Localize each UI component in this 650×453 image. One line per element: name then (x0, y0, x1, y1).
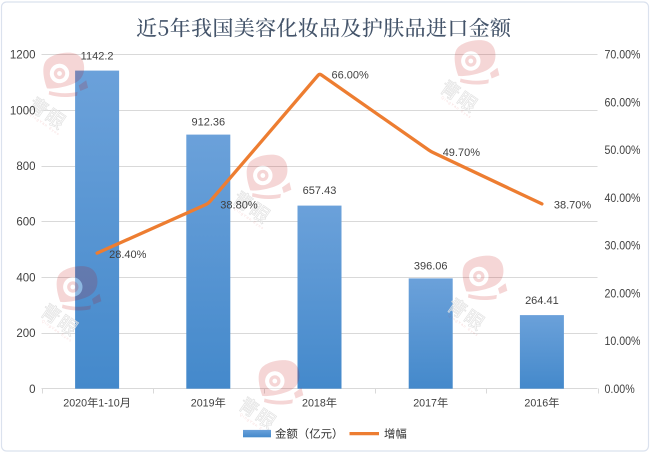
svg-text:20.00%: 20.00% (605, 288, 641, 300)
svg-text:2017: 2017 (413, 398, 437, 410)
svg-text:38.70%: 38.70% (554, 200, 592, 212)
svg-text:30.00%: 30.00% (605, 241, 641, 253)
svg-text:657.43: 657.43 (303, 185, 337, 197)
svg-text:2018: 2018 (302, 398, 326, 410)
svg-text:1-10: 1-10 (98, 398, 119, 410)
svg-text:264.41: 264.41 (525, 295, 559, 307)
svg-text:66.00%: 66.00% (332, 69, 370, 81)
svg-text:2019: 2019 (191, 398, 215, 410)
svg-text:50.00%: 50.00% (605, 145, 641, 157)
svg-text:0: 0 (29, 384, 35, 396)
svg-text:2020: 2020 (63, 398, 87, 410)
svg-text:10.00%: 10.00% (605, 336, 641, 348)
svg-text:28.40%: 28.40% (109, 249, 147, 261)
svg-text:200: 200 (16, 328, 35, 340)
svg-text:0.00%: 0.00% (605, 384, 635, 396)
svg-text:60.00%: 60.00% (605, 97, 641, 109)
svg-text:70.00%: 70.00% (605, 50, 641, 62)
svg-text:396.06: 396.06 (414, 261, 448, 273)
svg-text:38.80%: 38.80% (220, 199, 258, 211)
svg-text:2016: 2016 (524, 398, 548, 410)
svg-text:1200: 1200 (10, 50, 36, 62)
svg-text:1000: 1000 (10, 105, 36, 117)
svg-text:400: 400 (16, 272, 35, 284)
svg-text:40.00%: 40.00% (605, 193, 641, 205)
svg-text:1142.2: 1142.2 (81, 51, 114, 63)
svg-text:600: 600 (16, 217, 35, 229)
svg-text:800: 800 (16, 161, 35, 173)
svg-text:912.36: 912.36 (191, 117, 225, 129)
svg-text:49.70%: 49.70% (443, 147, 481, 159)
